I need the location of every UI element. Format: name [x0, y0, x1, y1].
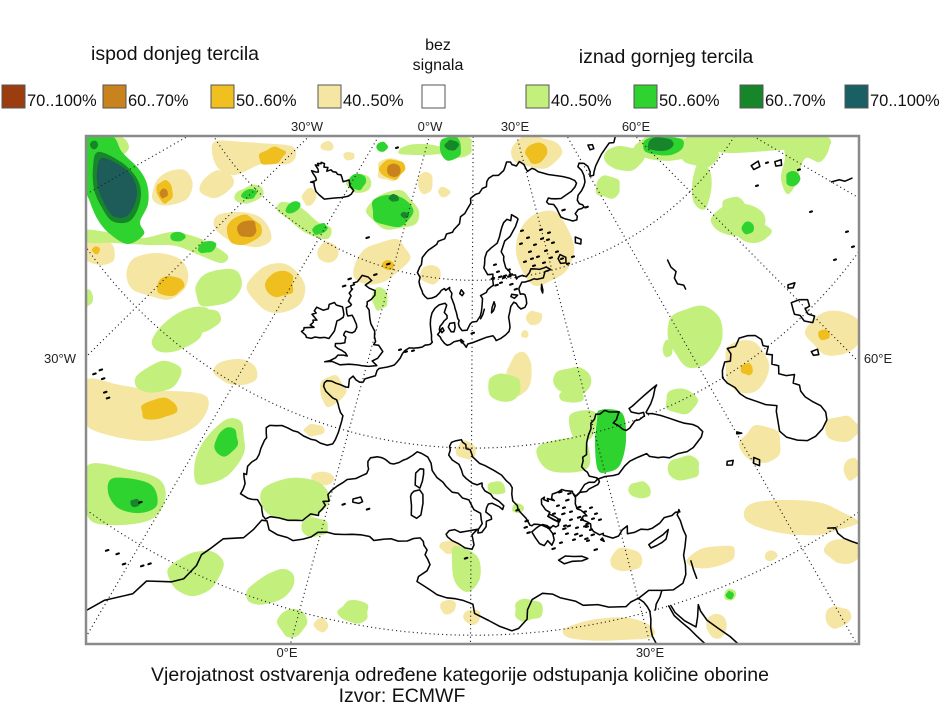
svg-text:50..60%: 50..60%	[659, 92, 720, 110]
svg-text:Izvor: ECMWF: Izvor: ECMWF	[339, 685, 466, 707]
svg-text:ispod donjeg tercila: ispod donjeg tercila	[91, 43, 259, 65]
svg-text:bez: bez	[425, 37, 451, 54]
svg-text:60°E: 60°E	[622, 119, 651, 134]
svg-text:0°E: 0°E	[276, 645, 297, 660]
svg-text:30°E: 30°E	[636, 645, 665, 660]
svg-text:60..70%: 60..70%	[765, 92, 826, 110]
svg-text:signala: signala	[413, 57, 464, 74]
svg-text:Vjerojatnost ostvarenja određe: Vjerojatnost ostvarenja određene kategor…	[151, 664, 769, 686]
svg-text:30°W: 30°W	[291, 119, 324, 134]
svg-text:60°E: 60°E	[864, 351, 893, 366]
svg-text:0°W: 0°W	[418, 119, 443, 134]
svg-text:70..100%: 70..100%	[27, 92, 97, 110]
svg-text:50..60%: 50..60%	[236, 92, 297, 110]
svg-text:40..50%: 40..50%	[343, 92, 404, 110]
svg-text:30°W: 30°W	[44, 351, 77, 366]
svg-text:70..100%: 70..100%	[870, 92, 940, 110]
svg-text:30°E: 30°E	[501, 119, 530, 134]
svg-text:iznad gornjeg tercila: iznad gornjeg tercila	[579, 46, 754, 68]
svg-text:60..70%: 60..70%	[128, 92, 189, 110]
svg-text:40..50%: 40..50%	[551, 92, 612, 110]
